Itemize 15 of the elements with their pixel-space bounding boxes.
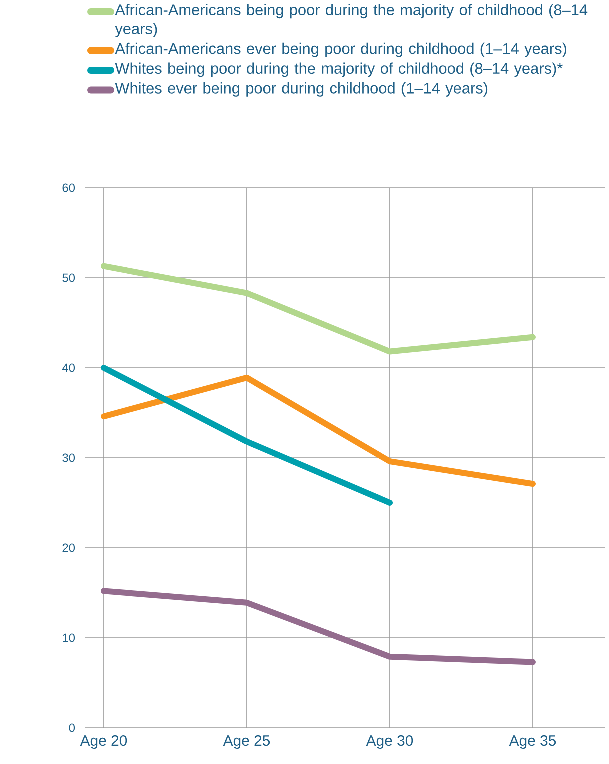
y-tick-label: 50	[62, 274, 76, 282]
y-tick-label: 60	[62, 184, 76, 192]
legend-label: Whites ever being poor during childhood (1–14 years)	[115, 82, 488, 97]
x-tick-label: Age 30	[366, 736, 414, 750]
x-tick-label: Age 25	[223, 736, 270, 750]
y-tick-label: 0	[69, 724, 76, 732]
x-tick-label: Age 35	[509, 736, 556, 750]
y-tick-label: 20	[62, 544, 76, 552]
x-tick-label: Age 20	[80, 736, 128, 750]
y-tick-label: 10	[63, 634, 76, 642]
legend-label: African-Americans being poor during the majority of childhood (8–14 years)	[115, 4, 588, 38]
y-tick-label: 40	[62, 364, 76, 372]
legend-label: Whites being poor during the majority of childhood (8–14 years)*	[115, 62, 563, 78]
legend-label: African-Americans ever being poor during childhood (1–14 years)	[115, 42, 566, 58]
y-tick-label: 30	[62, 454, 76, 462]
